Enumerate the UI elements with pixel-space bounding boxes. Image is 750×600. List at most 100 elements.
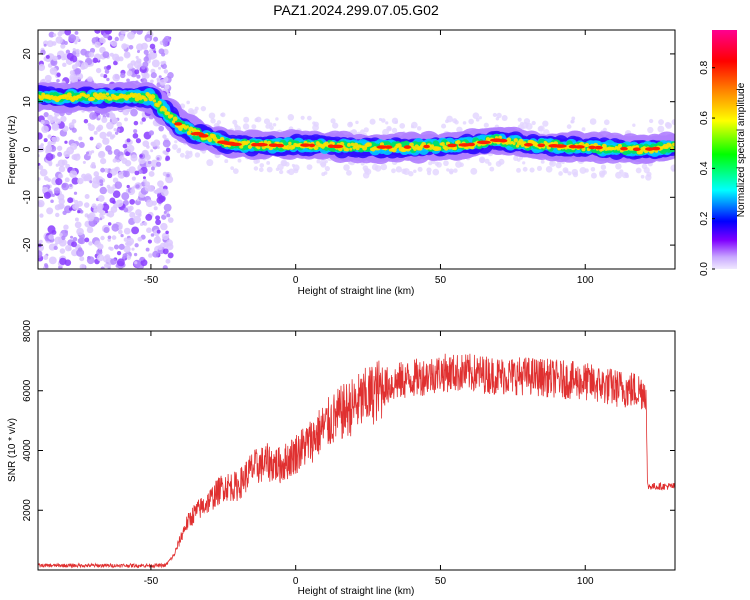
ridge-cell xyxy=(38,95,44,101)
noise-cell xyxy=(395,166,403,173)
noise-cell xyxy=(101,215,105,219)
noise-cell xyxy=(133,252,138,257)
noise-cell xyxy=(156,157,160,161)
ridge-cell xyxy=(350,142,355,147)
noise-cell xyxy=(38,132,43,140)
noise-cell xyxy=(143,49,149,55)
snr-series-line xyxy=(38,353,675,569)
ridge-peak xyxy=(554,144,567,148)
noise-cell xyxy=(126,184,130,189)
noise-cell xyxy=(99,131,107,139)
noise-cell xyxy=(43,43,47,47)
colorbar-tick-label: 0.2 xyxy=(699,211,710,225)
noise-cell xyxy=(564,169,569,174)
noise-cell xyxy=(89,112,97,120)
noise-cell xyxy=(79,256,85,262)
noise-cell xyxy=(454,120,459,125)
ridge-cell xyxy=(345,147,350,152)
ridge-cell xyxy=(166,111,170,115)
noise-cell xyxy=(104,30,113,35)
noise-cell xyxy=(71,168,76,172)
ridge-cell xyxy=(70,97,76,103)
noise-cell xyxy=(74,221,82,229)
noise-cell xyxy=(109,112,116,119)
noise-cell xyxy=(99,179,104,184)
noise-cell xyxy=(156,229,161,234)
ridge-cell xyxy=(349,147,353,151)
noise-cell xyxy=(160,222,168,231)
noise-cell xyxy=(88,124,95,132)
noise-cell xyxy=(119,173,125,178)
x-tick-label: 50 xyxy=(435,576,447,587)
y-tick-label: 8000 xyxy=(22,319,33,342)
noise-cell xyxy=(114,36,120,42)
noise-cell xyxy=(133,129,138,134)
noise-cell xyxy=(162,265,168,269)
noise-cell xyxy=(540,159,545,164)
noise-cell xyxy=(266,166,273,173)
noise-cell xyxy=(468,118,474,125)
noise-cell xyxy=(165,230,169,235)
noise-cell xyxy=(135,184,140,189)
noise-cell xyxy=(52,33,57,37)
noise-cell xyxy=(55,178,63,186)
noise-cell xyxy=(186,100,190,105)
noise-cell xyxy=(63,224,69,230)
ridge-cell xyxy=(172,116,178,122)
ridge-cell xyxy=(136,93,142,98)
noise-cell xyxy=(130,189,134,193)
ridge-cell xyxy=(219,136,225,142)
noise-cell xyxy=(100,167,105,173)
noise-cell xyxy=(664,121,671,128)
noise-cell xyxy=(74,41,78,45)
y-tick-label: 4000 xyxy=(22,439,33,462)
noise-cell xyxy=(148,49,153,53)
noise-cell xyxy=(538,125,545,132)
y-tick-label: 20 xyxy=(22,48,33,60)
ridge-cell xyxy=(109,97,113,101)
noise-cell xyxy=(107,186,115,194)
noise-cell xyxy=(436,161,442,168)
ridge-cell xyxy=(143,97,148,102)
noise-cell xyxy=(64,30,72,36)
noise-cell xyxy=(156,146,160,150)
noise-cell xyxy=(166,173,170,178)
noise-cell xyxy=(408,171,414,177)
noise-cell xyxy=(112,158,117,163)
noise-cell xyxy=(49,67,58,75)
noise-cell xyxy=(163,203,172,212)
noise-cell xyxy=(64,230,68,234)
noise-cell xyxy=(64,177,70,183)
x-tick-label: 0 xyxy=(293,576,299,587)
ridge-cell xyxy=(247,144,253,149)
noise-cell xyxy=(38,177,41,181)
noise-cell xyxy=(522,161,526,165)
noise-cell xyxy=(96,142,102,149)
noise-cell xyxy=(145,199,154,208)
noise-cell xyxy=(136,74,141,79)
ridge-peak xyxy=(574,145,585,149)
noise-cell xyxy=(520,125,525,130)
noise-cell xyxy=(78,136,83,141)
noise-cell xyxy=(39,63,44,68)
noise-cell xyxy=(456,126,463,133)
noise-cell xyxy=(293,168,299,174)
noise-cell xyxy=(391,117,399,124)
noise-cell xyxy=(161,52,166,57)
noise-cell xyxy=(517,117,522,122)
ridge-cell xyxy=(132,92,138,98)
noise-cell xyxy=(59,30,66,35)
ridge-peak xyxy=(620,146,628,151)
noise-cell xyxy=(136,30,143,35)
noise-cell xyxy=(58,198,65,205)
noise-cell xyxy=(188,150,193,155)
noise-cell xyxy=(112,73,121,82)
noise-cell xyxy=(590,166,596,172)
noise-cell xyxy=(100,235,105,241)
noise-cell xyxy=(48,234,55,240)
noise-cell xyxy=(130,154,138,162)
noise-cell xyxy=(99,37,106,44)
noise-cell xyxy=(542,120,549,127)
noise-cell xyxy=(79,263,86,269)
ridge-peak xyxy=(384,145,393,149)
